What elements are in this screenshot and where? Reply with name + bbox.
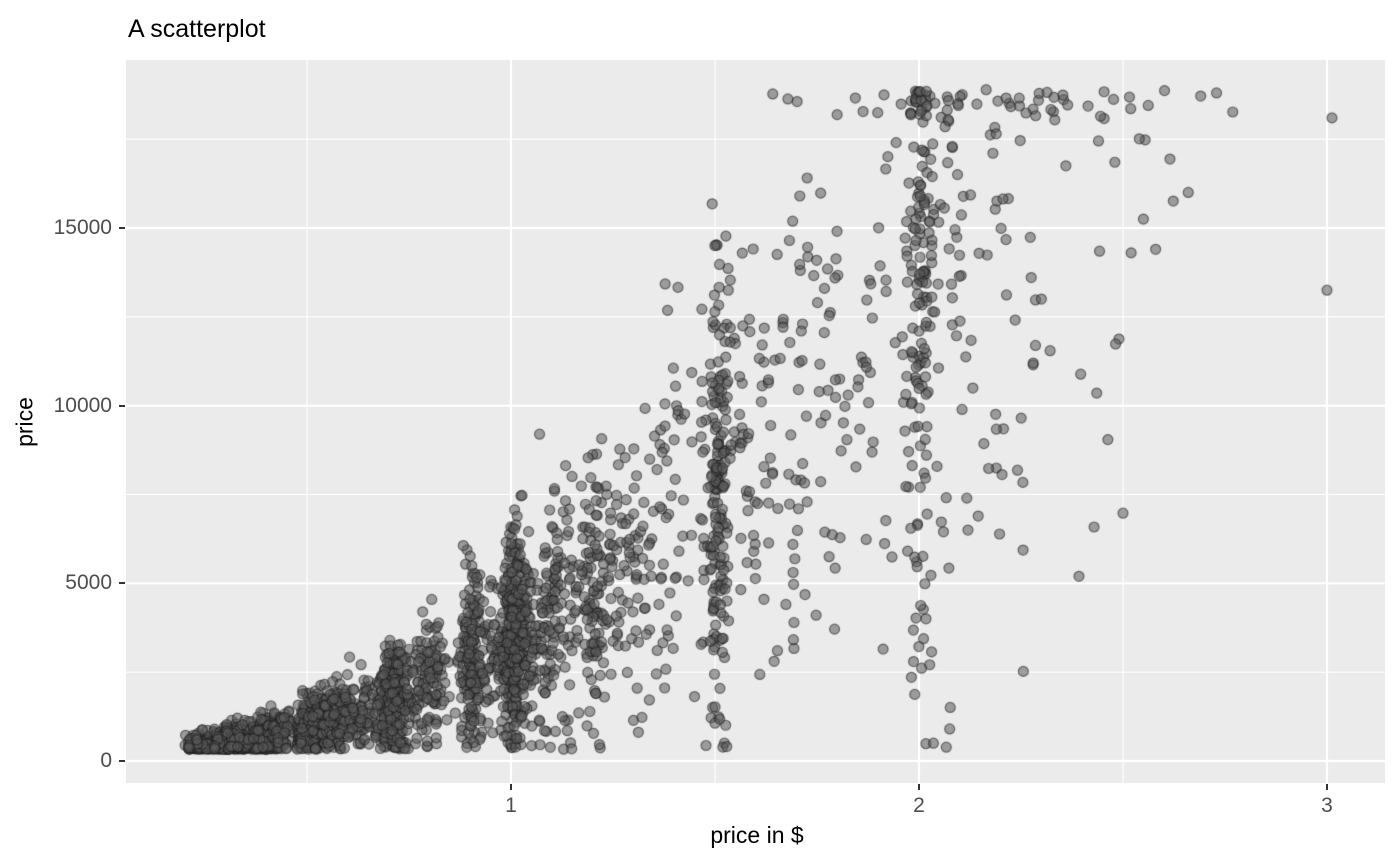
y-tick-mark — [119, 404, 125, 407]
x-tick-mark — [918, 784, 920, 790]
y-tick-label: 15000 — [53, 216, 112, 239]
scatter-points — [126, 60, 1385, 783]
y-tick-mark — [119, 760, 125, 762]
y-tick-label: 0 — [100, 749, 112, 772]
y-tick-label: 10000 — [53, 393, 112, 417]
x-tick-label: 3 — [1321, 794, 1333, 817]
y-tick-label: 5000 — [65, 571, 112, 595]
x-tick-mark — [1326, 784, 1328, 790]
plot-panel — [126, 60, 1385, 783]
x-axis-label: price in $ — [710, 822, 804, 848]
x-tick-label: 2 — [913, 794, 925, 817]
page-title: A scatterplot — [128, 15, 266, 43]
x-tick-label: 1 — [505, 794, 517, 817]
x-tick-mark — [510, 784, 512, 790]
y-tick-mark — [119, 227, 125, 229]
y-tick-mark — [119, 582, 125, 585]
y-axis-label: price — [11, 397, 38, 447]
